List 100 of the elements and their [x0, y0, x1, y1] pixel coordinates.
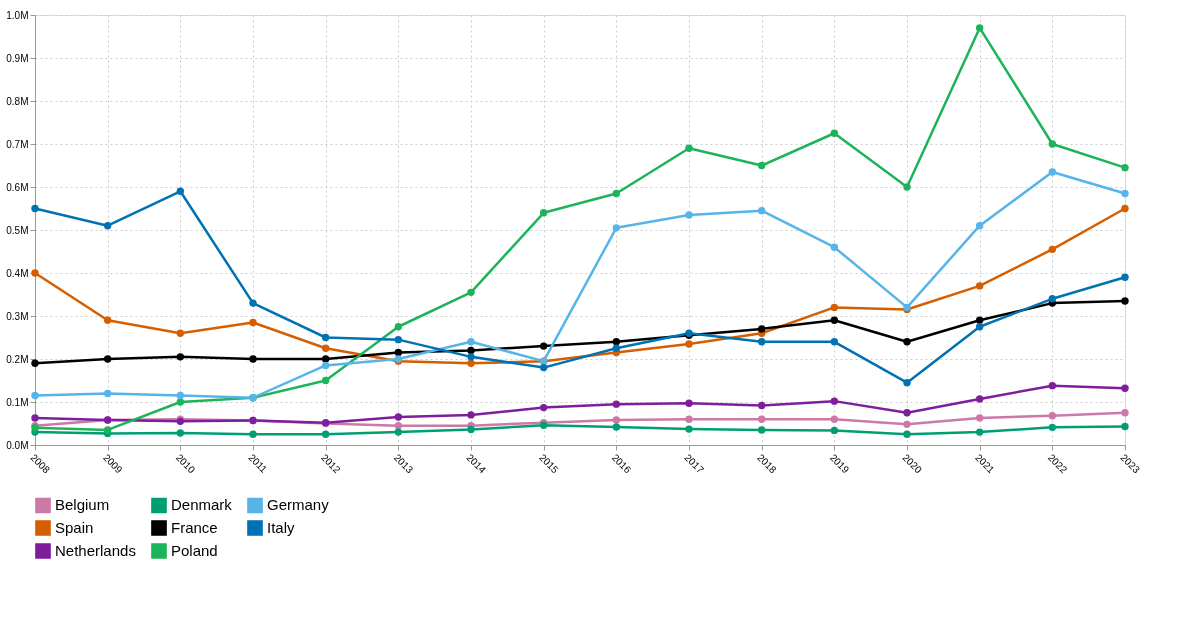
legend-label: Spain: [55, 519, 94, 536]
point: [394, 421, 403, 430]
point: [321, 344, 330, 352]
point: [975, 323, 984, 331]
point: [321, 361, 330, 370]
point: [1121, 297, 1129, 305]
point: [975, 24, 984, 32]
point: [321, 376, 330, 385]
point: [249, 430, 257, 438]
point: [757, 206, 766, 215]
point: [757, 401, 766, 410]
legend-label: Germany: [267, 496, 330, 514]
point: [830, 129, 839, 137]
point: [1048, 295, 1057, 303]
point: [249, 299, 257, 307]
point: [830, 415, 839, 423]
point: [467, 338, 475, 346]
point: [612, 416, 621, 424]
point: [394, 413, 403, 421]
point: [103, 355, 112, 363]
point: [394, 428, 403, 436]
y-tick-label: 0.3M: [6, 310, 29, 322]
point: [1048, 423, 1057, 432]
point: [176, 187, 185, 195]
point: [394, 348, 403, 357]
point: [176, 391, 185, 400]
point: [176, 398, 185, 406]
y-tick-label: 0.5M: [6, 224, 29, 236]
point: [612, 189, 621, 198]
point: [103, 222, 112, 230]
legend-label: Italy: [267, 519, 296, 536]
point: [31, 204, 39, 213]
y-tick-label: 0.9M: [6, 52, 29, 64]
point: [830, 243, 839, 251]
y-tick-label: 0.6M: [6, 181, 29, 193]
point: [685, 340, 693, 348]
point: [539, 209, 548, 217]
point: [31, 359, 39, 367]
legend-label: Poland: [171, 542, 218, 559]
point: [176, 329, 185, 337]
point: [830, 397, 839, 405]
y-tick-label: 0.7M: [6, 138, 29, 150]
point: [467, 346, 475, 355]
point: [1121, 189, 1129, 198]
point: [103, 316, 112, 324]
point: [757, 426, 766, 434]
point: [249, 318, 257, 327]
point: [31, 269, 39, 277]
point: [612, 338, 621, 346]
point: [830, 338, 839, 346]
point: [1048, 245, 1057, 254]
point: [467, 353, 475, 361]
point: [685, 425, 693, 433]
point: [539, 363, 548, 372]
point: [176, 353, 185, 361]
point: [903, 409, 911, 417]
y-tick-label: 0.0M: [6, 439, 29, 451]
point: [394, 323, 403, 331]
point: [903, 378, 911, 387]
point: [975, 414, 984, 422]
y-tick-label: 0.1M: [6, 396, 29, 408]
y-tick-label: 0.4M: [6, 267, 29, 279]
point: [103, 426, 112, 434]
point: [612, 400, 621, 408]
point: [612, 224, 621, 232]
point: [321, 333, 330, 342]
point: [1121, 273, 1129, 281]
point: [757, 325, 766, 333]
point: [1121, 422, 1129, 431]
point: [685, 211, 693, 219]
legend-label: Belgium: [55, 496, 110, 514]
point: [975, 428, 984, 436]
point: [685, 415, 693, 423]
point: [1121, 204, 1129, 213]
point: [321, 355, 330, 363]
point: [176, 429, 185, 437]
point: [975, 282, 984, 290]
legend-label: Denmark: [171, 496, 233, 514]
legend-label: Netherlands: [55, 542, 136, 559]
point: [467, 411, 475, 419]
y-tick-label: 1.0M: [6, 9, 29, 21]
point: [830, 426, 839, 435]
point: [1048, 381, 1057, 390]
point: [539, 342, 548, 350]
point: [394, 335, 403, 344]
point: [1048, 412, 1057, 420]
y-tick-label: 0.2M: [6, 353, 29, 365]
point: [830, 316, 839, 324]
point: [1048, 168, 1057, 176]
point: [757, 338, 766, 346]
point: [321, 430, 330, 438]
point: [685, 144, 693, 152]
point: [103, 389, 112, 398]
point: [975, 222, 984, 230]
point: [975, 316, 984, 324]
point: [1121, 163, 1129, 172]
point: [903, 338, 911, 346]
point: [31, 391, 39, 400]
point: [467, 288, 475, 297]
point: [612, 344, 621, 352]
